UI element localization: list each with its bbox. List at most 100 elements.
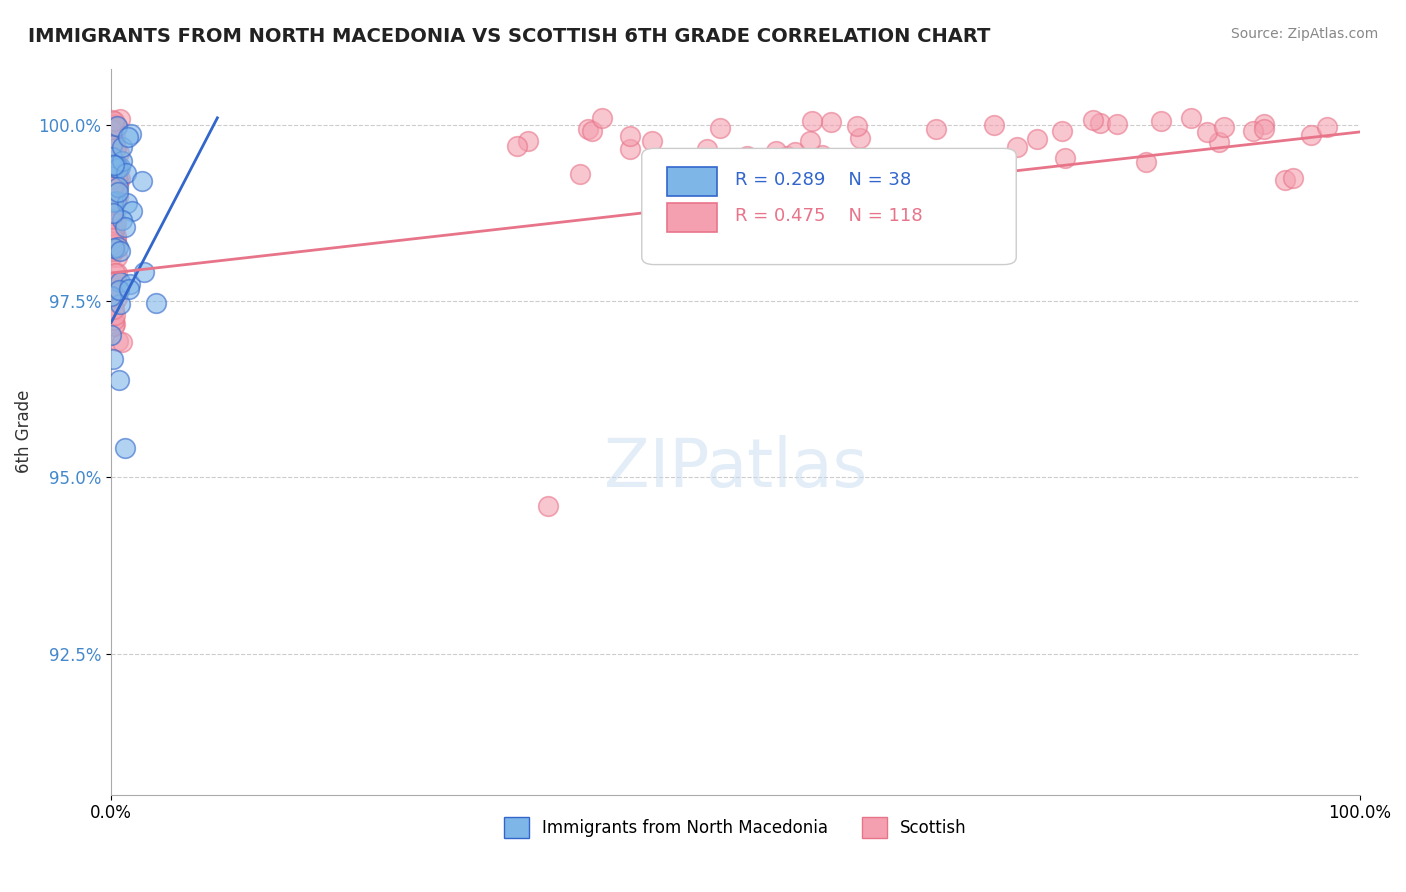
Point [108, 297, 131, 311]
Point [105, 291, 128, 305]
Point [101, 138, 124, 153]
Point [101, 164, 124, 178]
Text: ZIPatlas: ZIPatlas [603, 435, 868, 501]
Point [1088, 116, 1111, 130]
Point [104, 192, 127, 206]
Point [120, 277, 142, 291]
Point [104, 232, 127, 246]
Point [1026, 132, 1049, 146]
Point [101, 278, 124, 293]
Point [799, 134, 821, 148]
Point [105, 275, 128, 289]
Text: Source: ZipAtlas.com: Source: ZipAtlas.com [1230, 27, 1378, 41]
Point [110, 275, 132, 289]
Point [104, 206, 127, 220]
Point [101, 186, 124, 200]
Point [104, 229, 127, 244]
Point [100, 274, 122, 288]
Bar [666, 202, 717, 232]
Point [108, 374, 131, 388]
Point [1135, 154, 1157, 169]
Point [107, 186, 129, 200]
Point [935, 171, 957, 186]
Point [111, 154, 134, 169]
Point [100, 121, 122, 136]
Point [107, 240, 129, 254]
Point [105, 157, 128, 171]
Point [103, 158, 125, 172]
Point [619, 142, 641, 156]
Point [114, 219, 136, 234]
Point [107, 161, 129, 175]
Point [115, 196, 138, 211]
Point [100, 250, 122, 264]
Point [105, 120, 128, 135]
Point [820, 115, 842, 129]
Point [696, 142, 718, 156]
Point [100, 328, 122, 343]
Point [103, 114, 125, 128]
Text: IMMIGRANTS FROM NORTH MACEDONIA VS SCOTTISH 6TH GRADE CORRELATION CHART: IMMIGRANTS FROM NORTH MACEDONIA VS SCOTT… [28, 27, 990, 45]
Point [101, 236, 124, 251]
Point [838, 170, 860, 185]
Point [101, 227, 124, 241]
Point [118, 282, 141, 296]
Point [111, 140, 134, 154]
Point [103, 118, 125, 132]
Point [101, 278, 124, 293]
Point [506, 139, 529, 153]
Point [100, 283, 122, 297]
Point [117, 130, 139, 145]
Point [103, 169, 125, 183]
Point [107, 180, 129, 194]
Point [1083, 112, 1105, 127]
Point [1005, 140, 1028, 154]
Point [103, 170, 125, 185]
Point [103, 301, 125, 316]
Point [101, 160, 124, 174]
Point [101, 183, 124, 197]
Point [104, 216, 127, 230]
Point [1253, 117, 1275, 131]
Point [849, 131, 872, 145]
FancyBboxPatch shape [641, 148, 1017, 265]
Point [104, 308, 127, 322]
Point [101, 113, 124, 128]
Point [108, 112, 131, 126]
Point [765, 144, 787, 158]
Point [100, 123, 122, 137]
Point [640, 134, 662, 148]
Point [104, 158, 127, 172]
Point [105, 158, 128, 172]
Point [811, 148, 834, 162]
Point [104, 266, 127, 280]
Point [1253, 122, 1275, 136]
Point [103, 181, 125, 195]
Point [576, 121, 599, 136]
Point [983, 118, 1005, 132]
Point [925, 122, 948, 136]
Point [581, 124, 603, 138]
Point [103, 160, 125, 174]
Point [103, 163, 125, 178]
Point [103, 117, 125, 131]
Point [1150, 114, 1173, 128]
Point [101, 170, 124, 185]
Point [1208, 136, 1230, 150]
Point [101, 226, 124, 240]
Point [785, 145, 807, 159]
Point [101, 178, 124, 192]
Point [537, 499, 560, 513]
Point [101, 120, 124, 134]
Point [111, 212, 134, 227]
Point [103, 223, 125, 237]
Point [1195, 125, 1218, 139]
Point [100, 289, 122, 303]
Point [131, 174, 153, 188]
Point [1180, 111, 1202, 125]
Point [107, 145, 129, 160]
Point [101, 150, 124, 164]
Point [104, 242, 127, 256]
Point [1274, 173, 1296, 187]
Point [107, 334, 129, 349]
